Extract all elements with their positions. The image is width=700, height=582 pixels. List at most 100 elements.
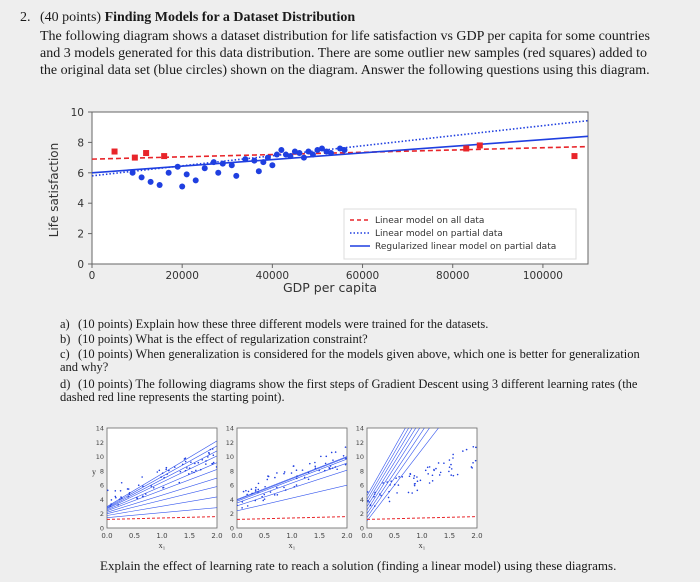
gd-sample-point [413,483,416,485]
gd-sample-point [407,491,410,494]
gd-sample-point [178,481,181,484]
gd-sample-point [269,491,272,493]
gd-chart-large-lr: 0.0 0.5 1.0 1.5 2.0 0 2 4 6 8 10 12 14 x₁ [356,425,483,551]
gd-step-line [107,462,217,511]
gd-sample-point [292,465,295,467]
gd-xtick-label: 2.0 [341,532,352,540]
gd-sample-point [452,453,454,456]
gd-sample-point [168,469,170,472]
gd-sample-point [388,500,391,503]
gd-step-line [107,445,217,508]
gd-sample-point [408,475,411,478]
gd-sample-point [162,486,164,489]
gd-sample-point [413,475,416,477]
subquestion-c-text: (10 points) When generalization is consi… [60,347,640,374]
gd-sample-point [307,471,310,474]
gd-step-line [237,457,347,501]
gd-xtick-label: 1.5 [184,532,195,540]
gd-sample-point [396,492,398,494]
gd-sample-point [199,468,202,471]
gd-sample-point [128,493,131,496]
gd-sample-point [330,451,333,454]
gd-sample-point [211,462,214,465]
question-body: The following diagram shows a dataset di… [40,29,650,78]
data-point-blue [318,145,325,152]
gd-ytick-label: 0 [360,525,364,533]
gd-sample-point [156,471,159,473]
gd-sample-point [456,473,459,476]
gd-sample-point [345,457,347,460]
gd-sample-point [209,448,212,451]
data-point-blue [264,154,271,161]
data-point-blue [300,154,307,161]
gd-sample-point [437,462,440,464]
gd-sample-point [318,469,320,472]
gd-ytick-label: 4 [360,496,364,504]
gd-sample-point [438,474,441,476]
gd-sample-point [254,489,257,491]
gd-sample-point [215,466,217,468]
gd-sample-point [431,474,434,477]
gd-sample-point [263,498,266,500]
gd-sample-point [127,495,130,498]
gd-sample-point [205,460,207,462]
gd-sample-point [426,466,429,469]
gd-sample-point [295,484,298,486]
gd-sample-point [380,494,382,497]
gd-sample-point [284,489,287,491]
main-chart: 0 20000 40000 60000 80000 100000 0 2 4 6 8 10 Life … [47,107,589,295]
gd-sample-point [450,468,453,470]
gd-sample-point [126,488,129,490]
gd-sample-point [387,496,390,499]
data-point-blue [147,178,154,185]
gd-sample-point [110,499,113,501]
gd-ytick-label: 12 [356,439,364,447]
data-point-blue [282,151,289,158]
gd-sample-point [246,505,249,507]
gd-sample-point [382,482,384,484]
gd-xtick-label: 0.0 [101,532,112,540]
gd-sample-point [274,476,276,479]
gd-xtick-label: 0.5 [389,532,400,540]
main-xtick-label: 20000 [165,270,198,282]
gd-sample-point [307,478,310,481]
gd-step-line [107,450,217,509]
data-point-blue [269,162,276,169]
gd-xtick-label: 2.0 [471,532,482,540]
gd-ytick-label: 0 [230,525,234,533]
gd-step-line [237,484,347,512]
gd-xtick-label: 1.5 [314,532,325,540]
gd-sample-point [443,462,445,464]
gd-sample-point [197,461,200,464]
gd-chart-medium-lr: 0.0 0.5 1.0 1.5 2.0 0 2 4 6 8 10 12 14 x₁ [226,425,353,551]
gd-sample-point [474,459,477,462]
gd-sample-point [433,468,435,471]
gd-sample-point [166,473,168,475]
gd-sample-point [452,474,455,477]
data-point-blue [201,165,208,172]
gd-sample-point [374,491,376,494]
gd-sample-point [205,463,207,465]
gd-start-line [367,516,477,520]
question-title-line: (40 points) Finding Models for a Dataset… [40,10,355,26]
gd-sample-point [246,493,248,496]
data-point-blue [219,160,226,167]
gd-sample-point [398,475,400,478]
gd-sample-point [109,505,112,507]
subquestion-a: a) (10 points) Explain how these three di… [60,318,650,331]
gd-sample-point [137,484,140,486]
gd-step-line [367,428,406,497]
subquestion-c: c) (10 points) When generalization is con… [60,348,650,374]
gd-step-line [107,486,217,515]
gd-xtick-label: 0.5 [259,532,270,540]
gd-ytick-label: 14 [226,425,234,433]
gd-sample-point [393,483,396,486]
gd-ytick-label: 14 [96,425,104,433]
gd-sample-point [191,471,193,473]
gd-sample-point [450,474,453,476]
data-point-blue [314,147,321,153]
main-xtick-label: 60000 [346,270,379,282]
gd-sample-point [208,451,210,454]
gd-sample-point [237,504,238,507]
gd-sample-point [293,485,296,488]
